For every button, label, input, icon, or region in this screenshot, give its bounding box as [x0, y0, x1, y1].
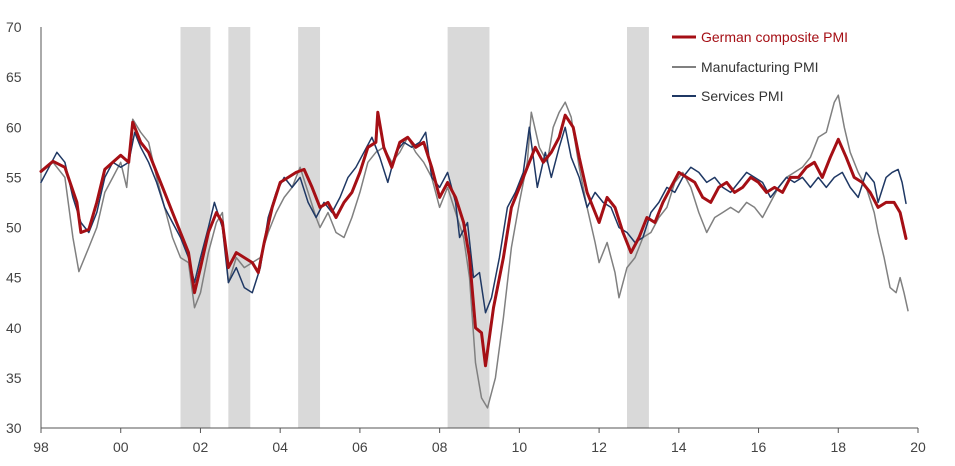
y-tick-label: 35 [6, 370, 22, 386]
y-tick-label: 65 [6, 69, 22, 85]
legend-label-manufacturing-pmi: Manufacturing PMI [701, 59, 819, 75]
shaded-period-1 [228, 27, 251, 428]
legend-label-german-composite-pmi: German composite PMI [701, 29, 848, 45]
legend: German composite PMI Manufacturing PMI Ser… [672, 29, 848, 104]
x-tick-label: 08 [432, 439, 448, 455]
shaded-period-4 [626, 27, 649, 428]
x-tick-label: 20 [910, 439, 926, 455]
shaded-period-2 [298, 27, 321, 428]
y-tick-label: 70 [6, 19, 22, 35]
x-tick-label: 16 [751, 439, 767, 455]
x-tick-label: 12 [591, 439, 607, 455]
x-tick-label: 18 [830, 439, 846, 455]
x-tick-label: 14 [671, 439, 687, 455]
y-tick-label: 40 [6, 320, 22, 336]
series-line-german-composite-pmi [39, 110, 908, 368]
shaded-period-0 [180, 27, 211, 428]
y-tick-label: 60 [6, 119, 22, 135]
y-tick-label: 50 [6, 220, 22, 236]
y-tick-label: 55 [6, 169, 22, 185]
x-tick-label: 00 [113, 439, 129, 455]
recession-shading [180, 27, 649, 428]
x-tick-label: 06 [352, 439, 368, 455]
x-tick-label: 02 [193, 439, 209, 455]
legend-label-services-pmi: Services PMI [701, 88, 783, 104]
x-tick-label: 04 [272, 439, 288, 455]
x-tick-label: 10 [512, 439, 528, 455]
y-tick-label: 30 [6, 420, 22, 436]
series-lines [39, 94, 909, 409]
axes: 30 35 40 45 50 55 60 65 70 98 00 02 04 06 08 10 12 14 16 18… [6, 19, 926, 455]
x-tick-label: 98 [33, 439, 49, 455]
y-tick-label: 45 [6, 270, 22, 286]
